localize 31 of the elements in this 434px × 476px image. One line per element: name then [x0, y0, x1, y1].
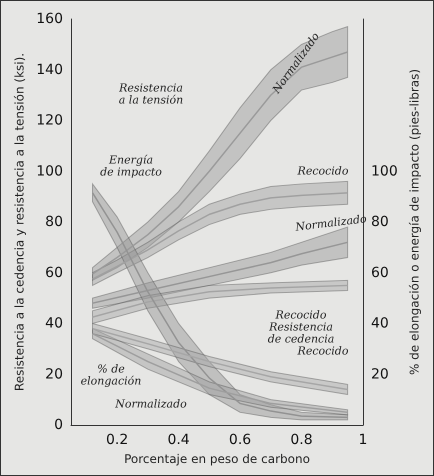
x-tick-label: 0.8: [290, 432, 313, 448]
y2-tick-label: 20: [371, 366, 389, 382]
y-tick-label: 0: [54, 417, 63, 433]
y2-tick-label: 100: [371, 163, 398, 180]
y-tick-label: 100: [36, 163, 63, 180]
annotation: Recocido: [296, 164, 349, 178]
y-tick-label: 80: [45, 214, 63, 230]
annotation: Normalizado: [114, 398, 188, 410]
x-tick-label: 0.4: [167, 432, 190, 448]
y2-tick-label: 60: [371, 264, 389, 281]
y2-tick-label: 80: [371, 214, 389, 230]
annotation: Recocido: [296, 344, 349, 358]
x-tick-label: 1: [358, 432, 368, 448]
y-axis-title: Resistencia a la cedencia y resistencia a la tensión (ksi).: [12, 52, 26, 392]
y-tick-label: 60: [45, 264, 63, 281]
annotation: Recocido Resistencia de cedencia: [268, 308, 334, 346]
x-tick-label: 0.6: [228, 432, 252, 448]
y-tick-label: 140: [36, 62, 63, 78]
y-tick-label: 40: [45, 316, 63, 332]
annotation: % de elongación: [80, 362, 142, 388]
line-series: [92, 284, 348, 318]
y-tick-label: 160: [36, 11, 63, 27]
annotation: Resistencia a la tensión: [118, 82, 184, 106]
x-axis-title: Porcentaje en peso de carbono: [124, 452, 310, 466]
y-tick-label: 20: [45, 366, 63, 382]
x-tick-label: 0.2: [106, 432, 128, 448]
y2-tick-label: 40: [371, 316, 389, 332]
annotation: Normalizado: [294, 212, 368, 234]
y-tick-label: 120: [36, 112, 63, 128]
y2-axis-title: % de elongación o energía de impacto (pies-libras): [408, 68, 422, 376]
annotation: Energía de impacto: [100, 154, 162, 178]
